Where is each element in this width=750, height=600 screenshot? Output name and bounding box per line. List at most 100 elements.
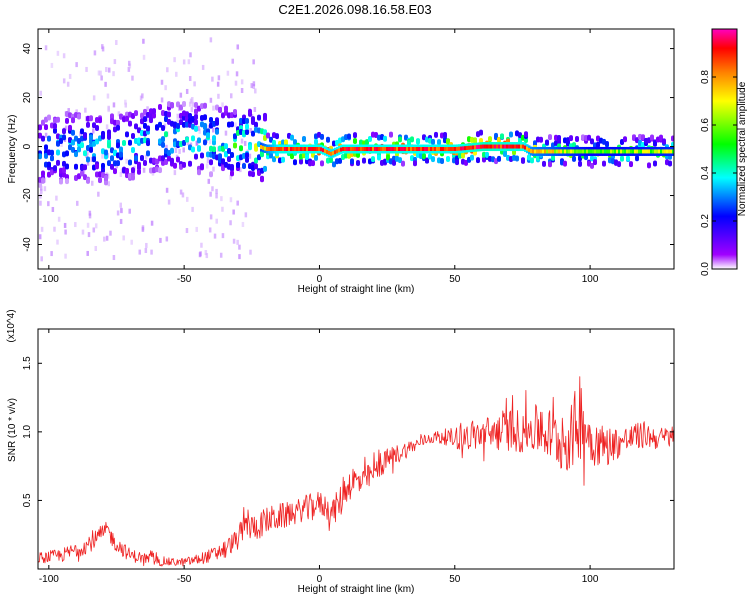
spectrogram-noise-pixel [215,188,218,194]
spectrogram-cell [62,134,66,141]
spectrogram-y-tick-label: -20 [22,188,33,203]
spectrogram-ridge-core [266,147,269,151]
snr-x-tick-label: -50 [177,574,192,585]
spectrogram-noise-pixel [240,87,244,93]
spectrogram-cell [326,136,330,143]
spectrogram-cell [134,155,138,162]
spectrogram-cell [281,139,285,146]
spectrogram-noise-pixel [173,170,177,176]
spectrogram-cell [389,131,393,138]
spectrogram-noise-pixel [204,250,208,256]
spectrogram-cell [284,139,288,146]
spectrogram-cell [536,136,540,143]
spectrogram-cell [38,132,42,139]
spectrogram-cell [131,113,135,120]
spectrogram-cell [131,174,135,181]
spectrogram-cell [176,101,180,108]
spectrogram-cell [122,140,126,147]
spectrogram-cell [617,161,621,168]
spectrogram-noise-pixel [75,109,78,115]
spectrogram-cell [86,156,90,163]
spectrogram-noise-pixel [75,62,78,68]
spectrogram-cell [668,160,672,167]
spectrogram-ridge-core [384,147,387,151]
spectrogram-noise-pixel [146,106,149,112]
spectrogram-cell [194,108,198,115]
spectrogram-cell [158,167,162,174]
spectrogram-cell [470,154,474,161]
spectrogram-cell [101,162,105,169]
spectrogram-cell [206,151,210,158]
spectrogram-noise-pixel [208,227,212,233]
spectrogram-cell [539,136,543,143]
spectrogram-noise-pixel [165,187,169,193]
spectrogram-ridge-core [394,147,397,151]
spectrogram-cell [122,167,126,174]
spectrogram-cell [251,171,255,178]
spectrogram-cell [620,155,624,162]
spectrogram-noise-pixel [107,181,110,187]
spectrogram-noise-pixel [64,229,67,235]
spectrogram-noise-pixel [217,75,221,81]
spectrogram-cell [203,114,207,121]
spectrogram-noise-pixel [67,108,70,114]
spectrogram-ridge-core [438,147,441,151]
spectrogram-cell [116,124,120,131]
spectrogram-noise-pixel [182,59,186,65]
spectrogram-cell [116,160,120,167]
spectrogram-ridge-core [332,151,335,156]
spectrogram-cell [209,116,213,123]
spectrogram-cell [260,176,264,183]
spectrogram-cell [128,139,132,146]
spectrogram-cell [164,131,168,138]
spectrogram-cell [404,134,408,141]
spectrogram-cell [44,152,48,159]
spectrogram-cell [119,146,123,153]
spectrogram-noise-pixel [40,256,43,262]
spectrogram-cell [227,121,231,128]
spectrogram-ridge-core [510,144,513,149]
spectrogram-cell [95,138,99,145]
spectrogram-ridge-core [464,146,467,151]
spectrogram-cell [548,161,552,168]
spectrogram-ridge-core [608,149,611,154]
spectrogram-noise-pixel [97,191,100,197]
spectrogram-ridge-core [642,149,645,154]
spectrogram-ridge-core [356,147,359,151]
spectrogram-cell [305,154,309,161]
spectrogram-cell [149,167,153,174]
spectrogram-cell [188,160,192,167]
figure-title: C2E1.2026.098.16.58.E03 [278,2,431,17]
spectrogram-noise-pixel [216,81,220,87]
spectrogram-ridge-core [468,145,471,150]
spectrogram-cell [425,157,429,164]
spectrogram-ridge-core [554,149,557,154]
spectrogram-noise-pixel [90,156,94,162]
spectrogram-cell [98,177,102,184]
spectrogram-cell [461,152,465,159]
spectrogram-noise-pixel [185,88,189,94]
spectrogram-cell [524,131,528,138]
spectrogram-ridge-core [598,149,601,154]
spectrogram-cell [65,163,69,170]
spectrogram-noise-pixel [127,60,131,66]
spectrogram-noise-pixel [243,140,247,146]
spectrogram-noise-pixel [200,242,203,248]
spectrogram-ridge-core [488,144,491,149]
spectrogram-cell [533,140,537,147]
spectrogram-ridge-core [348,147,351,151]
spectrogram-y-tick-label: 0 [22,143,33,149]
spectrogram-noise-pixel [64,253,67,259]
spectrogram-ridge-core [444,147,447,151]
spectrogram-ridge-core [466,145,469,150]
spectrogram-noise-pixel [39,193,42,199]
spectrogram-noise-pixel [128,208,131,214]
spectrogram-ridge-core [286,147,289,151]
spectrogram-cell [164,159,168,166]
spectrogram-ridge-core [316,147,319,151]
spectrogram-x-tick-label: -100 [39,274,59,285]
spectrogram-noise-pixel [185,196,189,202]
spectrogram-noise-pixel [88,210,92,216]
spectrogram-cell [629,161,633,168]
